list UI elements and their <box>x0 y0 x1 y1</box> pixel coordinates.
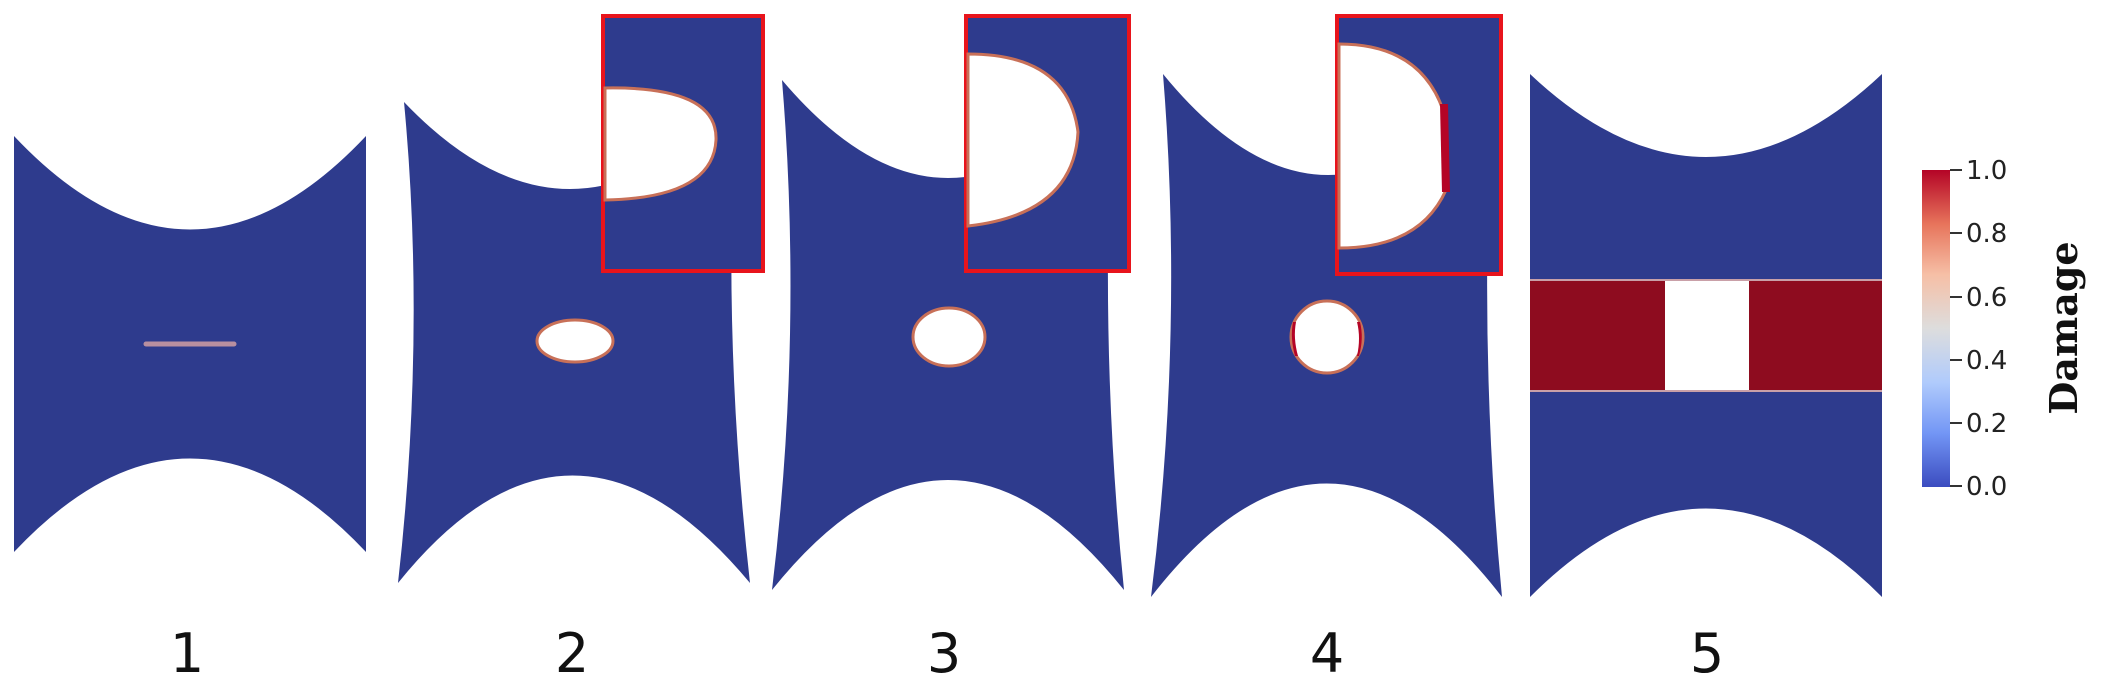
zoom-inset <box>601 14 765 273</box>
inset-damage-zone <box>1440 104 1450 192</box>
panel-number-2: 2 <box>555 622 589 685</box>
colorbar-tick: 0.0 <box>1966 472 2007 502</box>
panel-number-4: 4 <box>1310 622 1344 685</box>
hole <box>1289 299 1365 375</box>
hole <box>911 306 987 368</box>
panel-number-3: 3 <box>927 622 961 685</box>
colorbar: 1.0 0.8 0.6 0.4 0.2 0.0 Damage <box>1922 156 2086 502</box>
inset-hole <box>966 52 1080 228</box>
zoom-inset <box>1335 14 1503 276</box>
panel-number-5: 5 <box>1690 622 1724 685</box>
colorbar-tick: 0.2 <box>1966 409 2007 439</box>
panel-number-1: 1 <box>170 622 204 685</box>
colorbar-tick: 0.8 <box>1966 219 2007 249</box>
damage-zone-right <box>1357 322 1362 356</box>
colorbar-gradient <box>1922 170 1950 487</box>
specimen-panel-4 <box>1151 14 1503 597</box>
colorbar-title: Damage <box>2041 241 2086 414</box>
colorbar-tick: 1.0 <box>1966 156 2007 186</box>
specimen-lower-half <box>1530 392 1882 597</box>
fracture-gap <box>1665 281 1749 390</box>
specimen-panel-1 <box>14 136 366 552</box>
damage-zone-left <box>1291 322 1298 356</box>
specimen-upper-half <box>1530 74 1882 280</box>
zoom-inset <box>964 14 1131 273</box>
inset-hole <box>603 86 718 202</box>
colorbar-tick: 0.4 <box>1966 346 2007 376</box>
specimen-panel-2 <box>398 14 765 583</box>
specimen-panel-3 <box>772 14 1131 590</box>
specimen-panel-5 <box>1530 74 1882 597</box>
colorbar-tick: 0.6 <box>1966 283 2007 313</box>
hole <box>535 318 615 364</box>
